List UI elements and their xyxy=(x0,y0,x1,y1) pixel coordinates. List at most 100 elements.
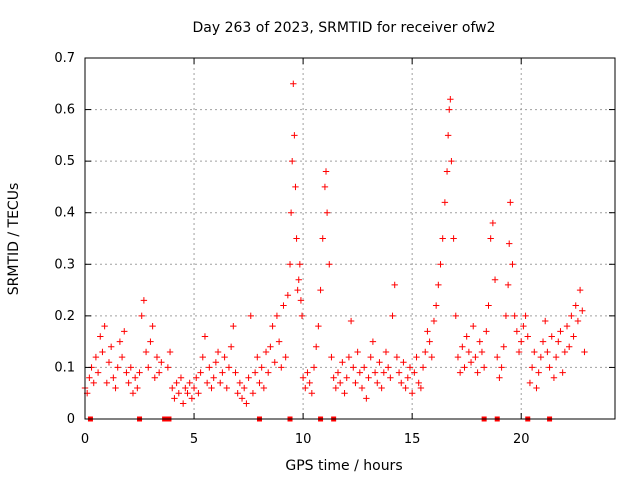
data-point xyxy=(169,384,176,392)
data-point xyxy=(326,261,333,268)
data-point xyxy=(223,384,230,392)
data-point xyxy=(290,80,297,87)
data-point xyxy=(528,364,536,371)
data-point xyxy=(533,384,540,392)
data-point xyxy=(491,276,499,283)
data-point xyxy=(291,132,298,139)
data-point xyxy=(565,343,573,350)
data-point xyxy=(249,390,257,397)
y-tick-label: 0.3 xyxy=(54,257,75,272)
data-point xyxy=(107,343,115,350)
data-point xyxy=(190,384,198,392)
data-point xyxy=(502,312,510,320)
data-point xyxy=(140,297,148,304)
data-point xyxy=(294,286,301,294)
data-point xyxy=(443,168,451,175)
data-point xyxy=(472,353,479,361)
data-point xyxy=(323,209,331,216)
data-point xyxy=(262,348,270,356)
data-point xyxy=(199,353,206,361)
data-point xyxy=(210,374,217,381)
data-point xyxy=(402,384,409,392)
data-point xyxy=(201,333,209,340)
data-point xyxy=(158,359,165,366)
data-point xyxy=(208,384,215,392)
y-tick-label: 0.1 xyxy=(54,360,75,375)
data-point xyxy=(358,384,366,392)
data-point xyxy=(520,322,527,330)
data-point xyxy=(269,322,276,330)
data-point xyxy=(97,333,104,340)
data-point xyxy=(155,369,163,376)
plot-frame xyxy=(84,57,616,420)
data-point xyxy=(422,348,429,356)
data-point xyxy=(391,281,398,289)
data-point xyxy=(376,359,383,366)
data-point xyxy=(203,379,211,387)
data-point xyxy=(295,276,302,283)
y-tick-label: 0.5 xyxy=(54,154,75,169)
data-point xyxy=(317,286,324,294)
data-point xyxy=(356,369,364,376)
data-point xyxy=(546,364,553,371)
data-point xyxy=(265,369,272,376)
x-tick-label: 20 xyxy=(513,432,530,447)
data-point xyxy=(411,369,418,376)
data-point xyxy=(175,390,182,397)
data-point xyxy=(136,369,143,376)
data-point xyxy=(463,333,470,340)
data-point xyxy=(256,379,263,387)
data-point xyxy=(350,364,357,371)
data-point xyxy=(292,183,299,191)
data-point xyxy=(214,348,222,356)
data-point xyxy=(548,333,555,340)
grid-lines xyxy=(85,58,615,419)
x-axis-label: GPS time / hours xyxy=(285,458,402,474)
y-tick-label: 0 xyxy=(67,412,75,427)
data-point xyxy=(134,384,141,392)
data-point xyxy=(354,348,361,356)
data-point xyxy=(306,379,313,387)
data-point xyxy=(206,364,213,371)
data-point xyxy=(539,338,547,345)
data-point xyxy=(234,390,241,397)
data-point xyxy=(339,359,346,366)
data-point xyxy=(542,317,549,325)
data-point xyxy=(267,343,274,350)
data-point xyxy=(219,369,226,376)
data-point xyxy=(103,379,111,387)
data-point xyxy=(116,338,124,345)
data-point xyxy=(197,369,204,376)
data-point xyxy=(312,343,320,350)
data-point xyxy=(173,379,180,387)
data-point xyxy=(341,390,348,397)
data-point xyxy=(127,364,135,371)
data-point xyxy=(90,379,97,387)
data-point xyxy=(387,374,394,381)
data-point xyxy=(408,390,416,397)
data-point xyxy=(448,157,455,165)
data-point xyxy=(217,379,224,387)
data-point xyxy=(576,286,584,294)
y-axis-label: SRMTID / TECUs xyxy=(6,183,22,296)
data-point xyxy=(572,302,579,309)
data-point xyxy=(480,364,488,371)
data-point xyxy=(535,369,542,376)
data-point xyxy=(321,183,329,191)
data-point xyxy=(171,395,178,402)
data-point xyxy=(395,369,403,376)
data-point xyxy=(86,374,93,381)
x-tick-label: 10 xyxy=(295,432,312,447)
data-point xyxy=(432,302,440,309)
data-point xyxy=(315,322,322,330)
data-point xyxy=(343,374,350,381)
chart-title: Day 263 of 2023, SRMTID for receiver ofw… xyxy=(192,20,495,36)
data-point xyxy=(550,374,558,381)
data-point xyxy=(114,364,121,371)
data-point xyxy=(297,297,305,304)
data-point xyxy=(328,353,335,361)
data-point xyxy=(112,384,119,392)
y-tick-label: 0.6 xyxy=(54,103,75,118)
data-point xyxy=(99,348,106,356)
